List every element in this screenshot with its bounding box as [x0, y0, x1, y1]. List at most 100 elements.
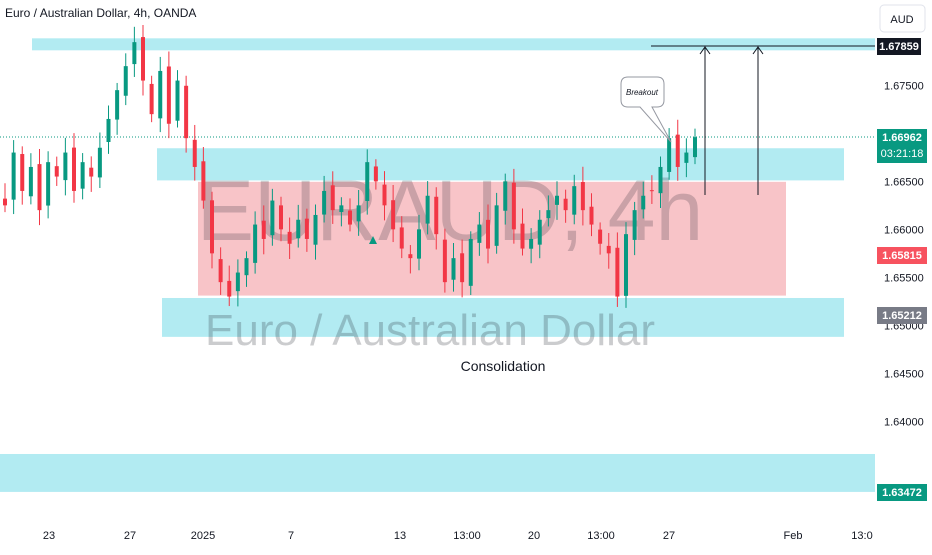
candle: [529, 228, 534, 264]
candle: [365, 149, 370, 215]
candle: [572, 174, 577, 225]
time-tick-label: 13: [394, 530, 406, 542]
candle: [287, 217, 292, 259]
candle: [28, 153, 33, 205]
candle: [606, 233, 611, 269]
candle: [641, 181, 646, 219]
candle: [175, 70, 180, 128]
candle: [460, 239, 465, 298]
price-tick-label: 1.66500: [884, 176, 924, 188]
tag-high-text: 1.65815: [882, 250, 922, 262]
candle: [451, 242, 456, 292]
event-triangle-icon: [369, 236, 377, 244]
candle: [304, 208, 309, 252]
candle: [132, 26, 137, 77]
candle: [235, 259, 240, 307]
candle: [382, 171, 387, 221]
time-axis-ticks: 23 27 2025 7 13 13:00 20 13:00 27 Feb 13:0: [43, 530, 873, 542]
candle: [511, 168, 516, 244]
candle: [106, 105, 111, 154]
candle: [503, 173, 508, 225]
candle: [555, 181, 559, 220]
candle: [434, 187, 439, 250]
candle: [3, 183, 7, 213]
candle: [115, 82, 120, 135]
time-tick-label: 27: [124, 530, 136, 542]
candle: [391, 184, 396, 243]
time-tick-label: 20: [528, 530, 540, 542]
candle: [667, 128, 672, 180]
candle: [80, 153, 85, 200]
time-tick-label: 13:0: [851, 530, 872, 542]
candle: [589, 193, 594, 237]
candle: [123, 53, 128, 106]
candle: [399, 216, 404, 259]
tag-low-text: 1.65212: [882, 310, 922, 322]
candle: [373, 159, 378, 190]
time-tick-label: 27: [663, 530, 675, 542]
time-tick-label: 13:00: [587, 530, 615, 542]
candle: [192, 124, 197, 181]
candle: [218, 247, 223, 295]
candle: [563, 189, 568, 223]
candle: [149, 75, 154, 123]
candle: [693, 128, 697, 165]
watermark-name: Euro / Australian Dollar: [205, 306, 655, 355]
candle: [166, 51, 171, 139]
tag-bottom-text: 1.63472: [882, 487, 922, 499]
candle: [72, 133, 76, 203]
candle: [54, 156, 59, 186]
zone-lower-support[interactable]: [0, 453, 875, 492]
time-tick-label: Feb: [784, 530, 803, 542]
zone-consolidation-range[interactable]: [198, 181, 786, 296]
zone-support[interactable]: [162, 297, 844, 337]
tag-last-price: 1.66962 03:21:18: [877, 129, 927, 163]
candle: [270, 188, 275, 246]
candle: [201, 147, 206, 209]
candle: [20, 146, 25, 205]
time-axis[interactable]: [0, 520, 932, 550]
zone-resistance[interactable]: [32, 38, 875, 51]
candle: [442, 228, 447, 293]
candle: [89, 156, 94, 192]
candle: [520, 208, 525, 256]
zone-breakout-retest[interactable]: [157, 148, 844, 181]
candle: [675, 119, 680, 181]
candle: [37, 148, 42, 226]
price-tick-label: 1.67500: [884, 80, 924, 92]
candle: [141, 24, 145, 96]
candle: [425, 181, 430, 235]
candle: [598, 222, 603, 255]
tag-high-marker: 1.65815: [877, 247, 927, 264]
tag-bottom-zone: 1.63472: [877, 484, 927, 501]
tag-target: 1.67859: [877, 38, 921, 55]
tag-target-text: 1.67859: [879, 41, 919, 53]
target-arrow-1: [699, 46, 711, 195]
header-bg: [0, 0, 260, 24]
candle: [97, 132, 102, 189]
candle: [261, 205, 266, 255]
time-tick-label: 13:00: [453, 530, 481, 542]
candle: [348, 198, 352, 232]
tag-last-text: 1.66962: [882, 132, 922, 144]
chart-title: Euro / Australian Dollar, 4h, OANDA: [5, 6, 196, 20]
candle: [244, 251, 249, 287]
candle: [356, 190, 361, 236]
candle: [296, 204, 301, 248]
candle: [46, 151, 51, 219]
currency-button[interactable]: AUD: [879, 4, 926, 33]
breakout-callout[interactable]: Breakout: [620, 76, 672, 143]
price-zones: [0, 38, 875, 492]
currency-label: AUD: [890, 14, 913, 26]
price-tick-label: 1.66000: [884, 224, 924, 236]
price-tick-label: 1.64500: [884, 368, 924, 380]
candle: [580, 166, 585, 226]
candle: [477, 212, 482, 256]
candle: [322, 175, 327, 223]
candle: [11, 140, 16, 215]
candle: [227, 265, 232, 307]
consolidation-label: Consolidation: [461, 358, 546, 374]
candle: [684, 138, 689, 178]
